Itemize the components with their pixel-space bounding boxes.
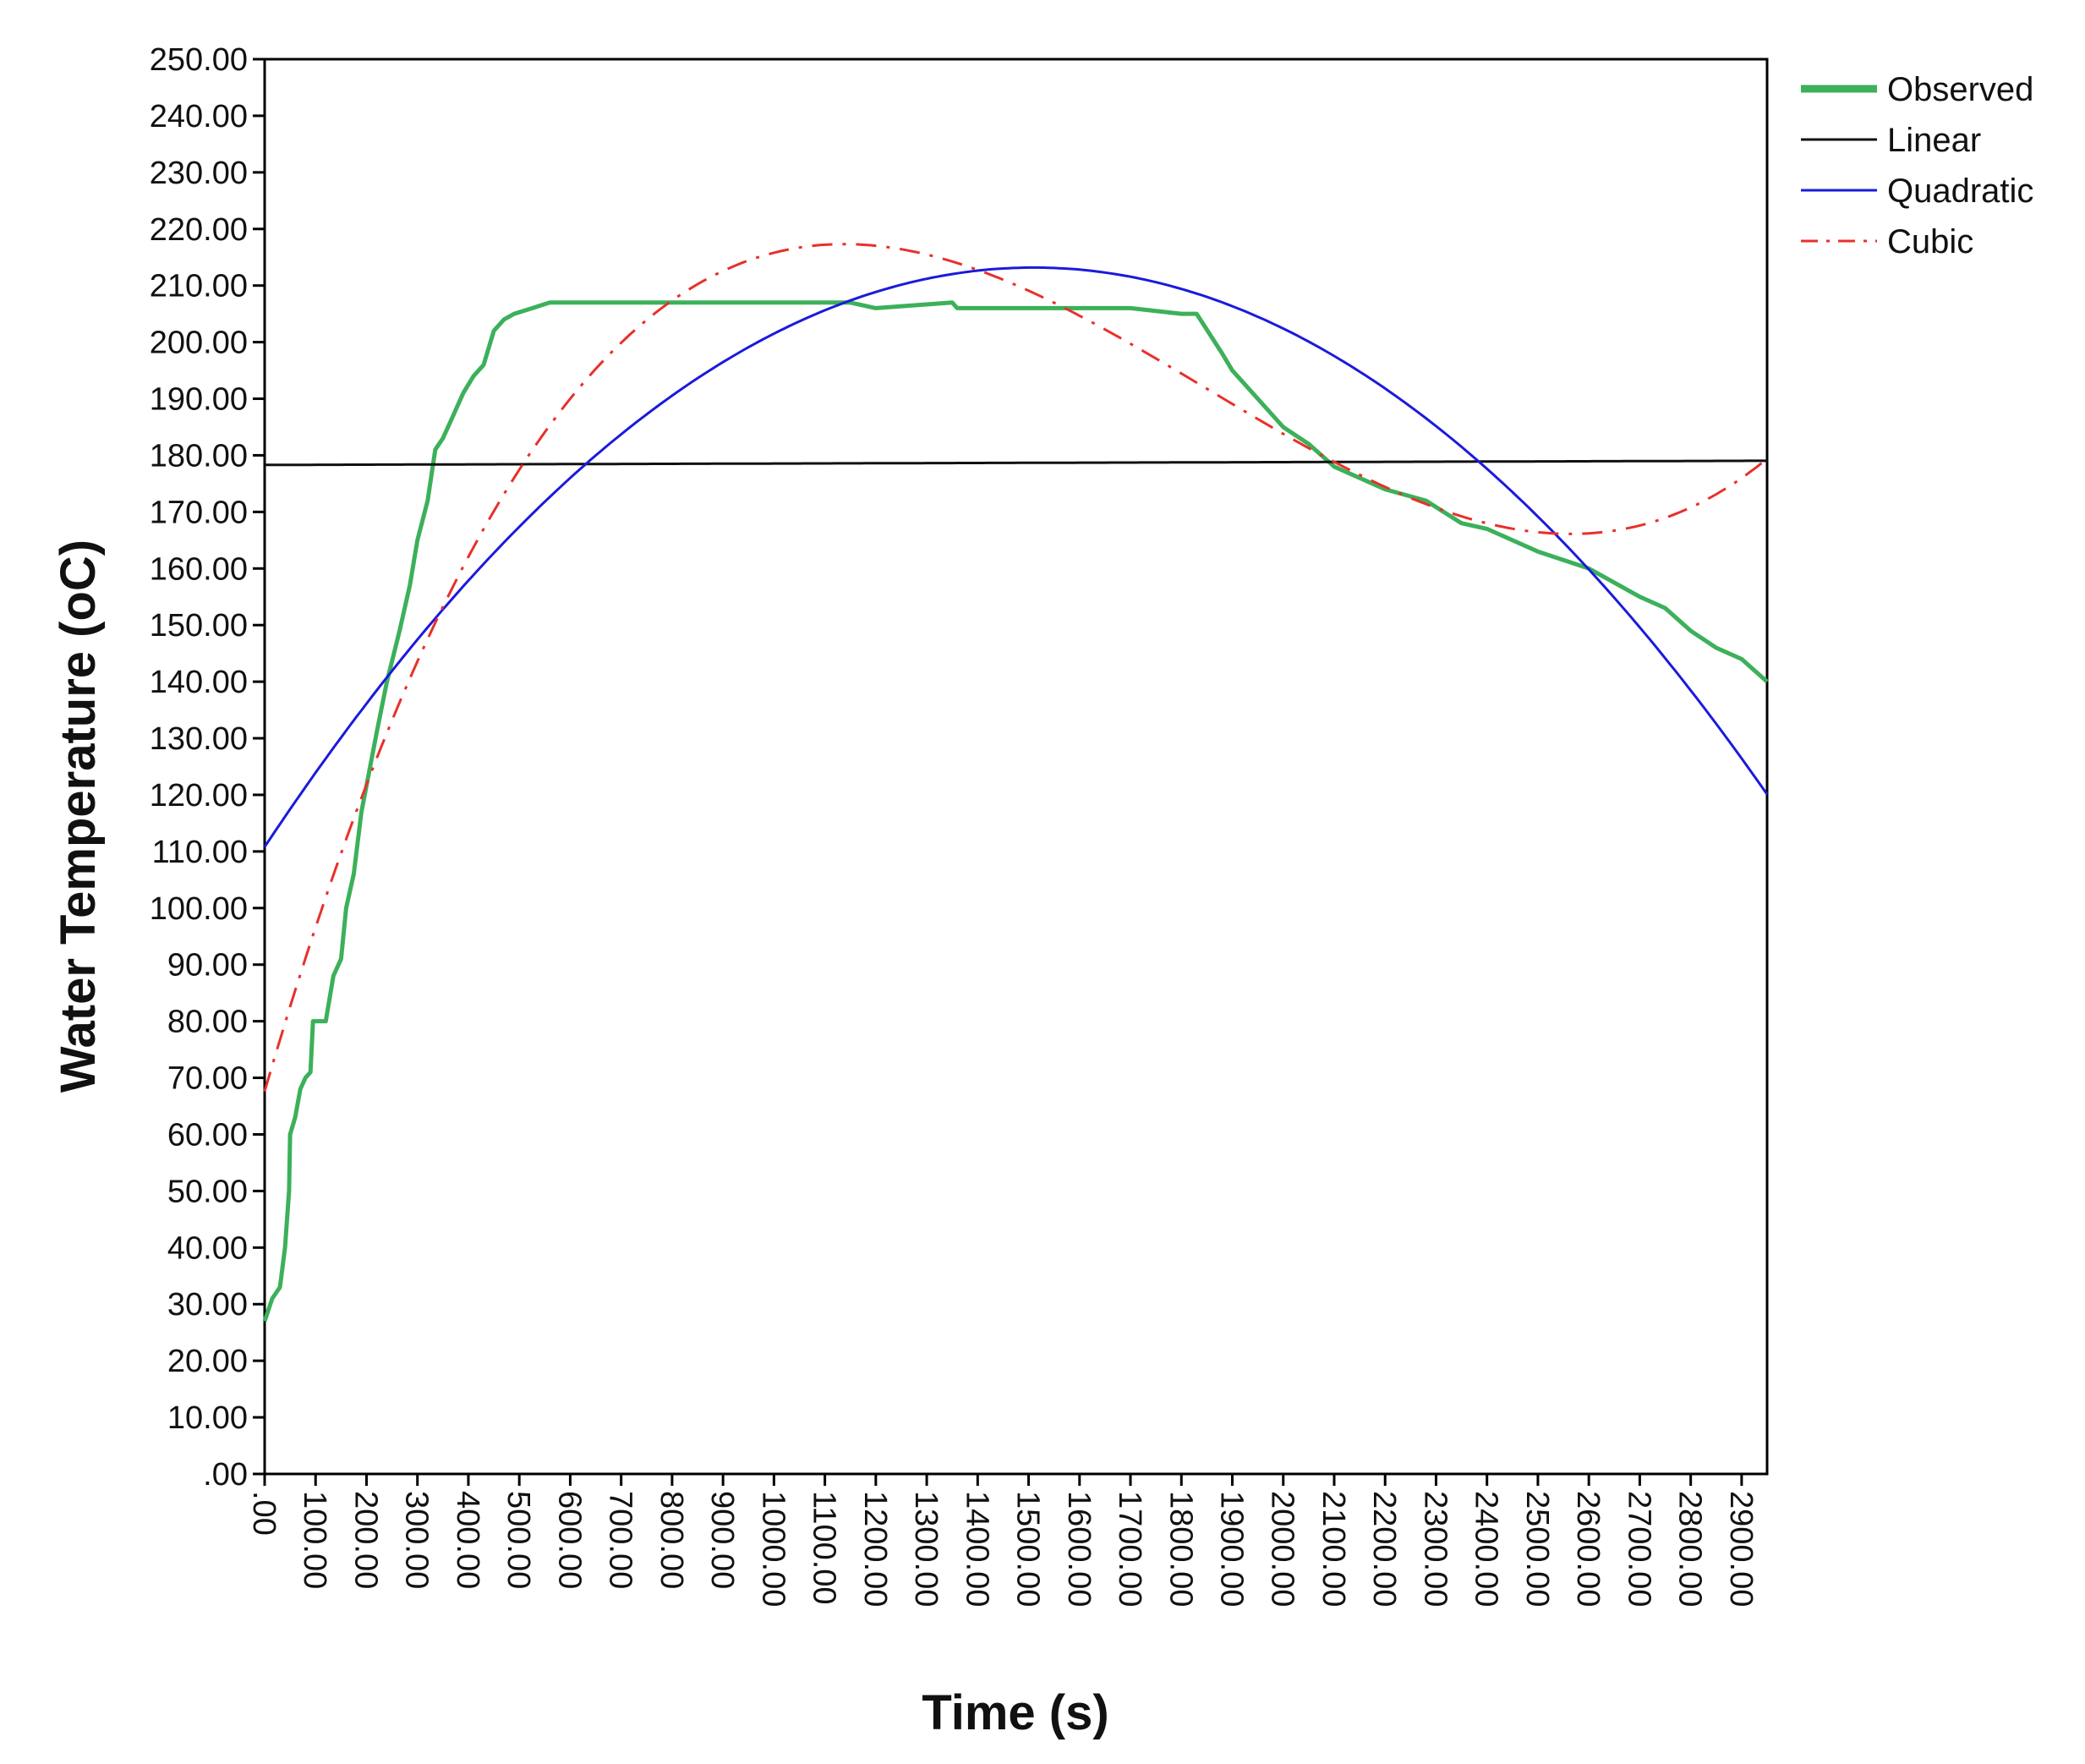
x-tick-label: 1900.00 bbox=[1214, 1491, 1250, 1607]
x-tick-label: 2600.00 bbox=[1570, 1491, 1606, 1607]
x-tick-label: 2100.00 bbox=[1316, 1491, 1351, 1607]
y-tick-label: 240.00 bbox=[150, 99, 248, 134]
y-tick-label: 250.00 bbox=[150, 42, 248, 78]
series-cubic-line bbox=[263, 243, 1768, 1093]
x-tick-label: 2000.00 bbox=[1265, 1491, 1300, 1607]
y-tick-label: 30.00 bbox=[167, 1287, 248, 1323]
y-tick-label: 60.00 bbox=[167, 1117, 248, 1153]
y-tick-label: 200.00 bbox=[150, 326, 248, 361]
x-tick-label: 1000.00 bbox=[755, 1491, 791, 1607]
x-tick-label: 700.00 bbox=[603, 1491, 638, 1589]
y-tick-label: 140.00 bbox=[150, 665, 248, 700]
x-tick-label: 2900.00 bbox=[1723, 1491, 1759, 1607]
series-observed-line bbox=[262, 300, 1769, 1323]
x-tick-label: 1300.00 bbox=[908, 1491, 944, 1607]
x-tick-label: 800.00 bbox=[654, 1491, 689, 1589]
x-axis-ticks: .00 100.00 200.00 300.00 400.00 500.00 600.00 7… bbox=[246, 1474, 1759, 1607]
x-tick-label: 200.00 bbox=[348, 1491, 383, 1589]
x-tick-label: 2200.00 bbox=[1366, 1491, 1402, 1607]
legend-label-observed: Observed bbox=[1887, 71, 2033, 108]
y-tick-label: 100.00 bbox=[150, 891, 248, 927]
y-tick-label: 110.00 bbox=[152, 835, 248, 870]
x-tick-label: 1400.00 bbox=[959, 1491, 994, 1607]
x-tick-label: 900.00 bbox=[704, 1491, 740, 1589]
x-tick-label: 2400.00 bbox=[1469, 1491, 1504, 1607]
x-tick-label: 1600.00 bbox=[1061, 1491, 1097, 1607]
y-axis-title: Water Temperature (oC) bbox=[51, 540, 106, 1093]
y-tick-label: 10.00 bbox=[167, 1400, 248, 1436]
y-tick-label: .00 bbox=[203, 1457, 248, 1493]
x-tick-label: 1700.00 bbox=[1112, 1491, 1147, 1607]
x-tick-label: 100.00 bbox=[297, 1491, 332, 1589]
y-tick-label: 160.00 bbox=[150, 551, 248, 587]
legend-label-cubic: Cubic bbox=[1887, 223, 1973, 260]
x-tick-label: 1800.00 bbox=[1163, 1491, 1198, 1607]
y-tick-label: 90.00 bbox=[167, 948, 248, 983]
y-tick-label: 210.00 bbox=[150, 269, 248, 304]
x-tick-label: 300.00 bbox=[399, 1491, 435, 1589]
x-tick-label: 1500.00 bbox=[1010, 1491, 1046, 1607]
y-tick-label: 20.00 bbox=[167, 1344, 248, 1379]
y-tick-label: 80.00 bbox=[167, 1005, 248, 1040]
y-tick-label: 220.00 bbox=[150, 212, 248, 248]
x-tick-label: 400.00 bbox=[450, 1491, 485, 1589]
series-linear-line bbox=[265, 459, 1767, 467]
x-tick-label: 600.00 bbox=[551, 1491, 587, 1589]
y-tick-label: 230.00 bbox=[150, 156, 248, 191]
y-tick-label: 170.00 bbox=[150, 495, 248, 530]
series-quadratic-line bbox=[263, 266, 1769, 848]
x-tick-label: 2300.00 bbox=[1417, 1491, 1453, 1607]
series-layer bbox=[262, 243, 1769, 1323]
x-tick-label: 500.00 bbox=[501, 1491, 536, 1589]
x-tick-label: 2500.00 bbox=[1519, 1491, 1555, 1607]
legend-label-quadratic: Quadratic bbox=[1887, 173, 2033, 210]
x-tick-label: 2800.00 bbox=[1672, 1491, 1708, 1607]
legend: Observed Linear Quadratic Cubic bbox=[1801, 71, 2033, 260]
y-tick-label: 180.00 bbox=[150, 438, 248, 474]
x-tick-label: 1200.00 bbox=[857, 1491, 893, 1607]
y-tick-label: 150.00 bbox=[150, 608, 248, 644]
plot-area bbox=[263, 58, 1769, 1476]
x-axis-title: Time (s) bbox=[922, 1685, 1108, 1740]
y-tick-label: 190.00 bbox=[150, 382, 248, 418]
x-tick-label: 2700.00 bbox=[1621, 1491, 1656, 1607]
y-axis-ticks: .00 10.00 20.00 30.00 40.00 50.00 60.00 70.00 80… bbox=[150, 42, 265, 1493]
y-tick-label: 120.00 bbox=[150, 778, 248, 814]
y-tick-label: 50.00 bbox=[167, 1174, 248, 1209]
y-tick-label: 40.00 bbox=[167, 1230, 248, 1266]
x-tick-label: 1100.00 bbox=[807, 1491, 842, 1605]
y-tick-label: 130.00 bbox=[150, 721, 248, 757]
legend-label-linear: Linear bbox=[1887, 122, 1981, 159]
x-tick-label: .00 bbox=[246, 1491, 282, 1536]
y-tick-label: 70.00 bbox=[167, 1061, 248, 1097]
